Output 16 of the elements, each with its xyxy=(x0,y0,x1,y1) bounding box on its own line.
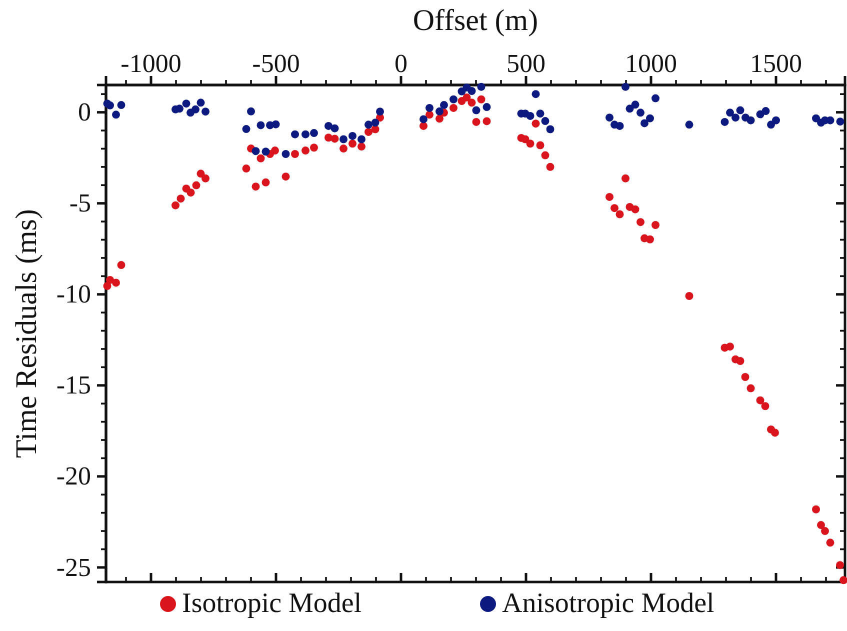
y-tick-label: 0 xyxy=(78,98,91,127)
y-tick-label: -15 xyxy=(56,370,91,400)
x-tick-label: 0 xyxy=(394,49,408,78)
x-tick-label: -1000 xyxy=(120,49,182,78)
legend-label: Anisotropic Model xyxy=(502,588,715,619)
x-axis-title: Offset (m) xyxy=(412,4,538,37)
legend-label: Isotropic Model xyxy=(182,588,362,619)
x-tick-label: 1500 xyxy=(750,49,802,78)
y-tick-label: -20 xyxy=(56,462,91,491)
y-axis-title: Time Residuals (ms) xyxy=(10,209,43,458)
y-tick-label: -10 xyxy=(56,280,91,309)
x-tick-label: -500 xyxy=(252,49,300,78)
y-tick-label: -5 xyxy=(69,188,91,218)
y-tick-label: -25 xyxy=(56,552,91,582)
x-tick-label: 1000 xyxy=(625,49,677,78)
x-tick-label: 500 xyxy=(506,49,546,78)
